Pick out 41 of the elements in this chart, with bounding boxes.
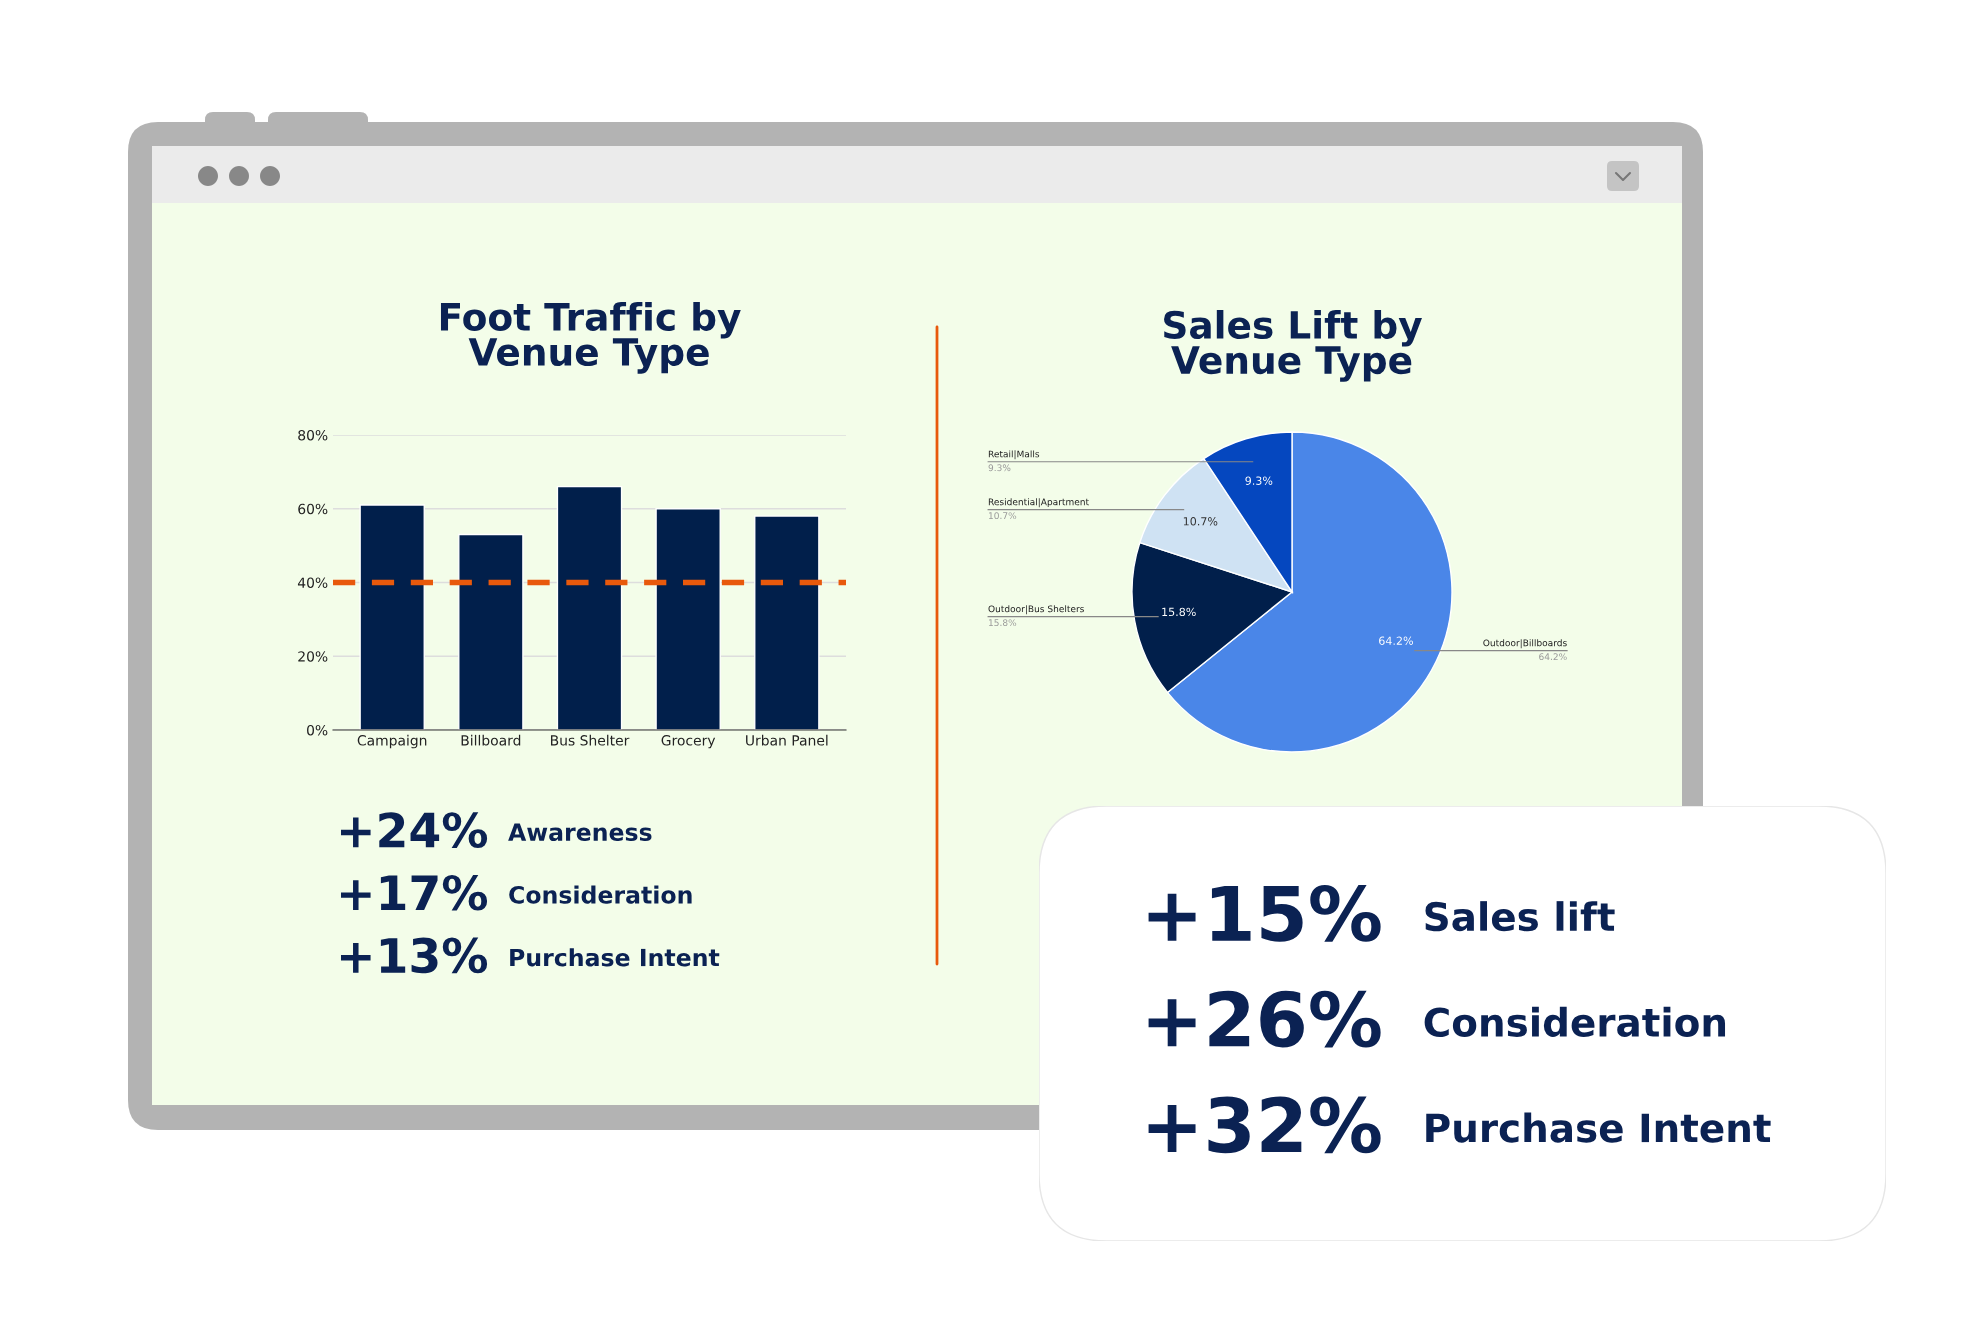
bar: [359, 504, 425, 730]
slice-label: Retail|Malls: [988, 450, 1040, 460]
data-label: 64.2%: [1379, 636, 1413, 645]
text: +15%: [1148, 885, 1381, 942]
text: +26%: [1148, 990, 1381, 1048]
text: Sales lift: [1425, 901, 1615, 932]
y-tick-label: 60%: [298, 503, 328, 515]
text: 15.8%: [988, 619, 1017, 627]
text: 10.7%: [988, 512, 1017, 520]
x-tick-label: Bus Shelter: [551, 734, 630, 746]
text: 64.2%: [1539, 653, 1567, 661]
y-tick-label: 40%: [297, 577, 328, 588]
x-tick-label: Urban Panel: [746, 734, 828, 746]
data-label: 9.3%: [1245, 476, 1273, 485]
x-tick-label: Grocery: [661, 735, 716, 749]
slice-label: Outdoor|Bus Shelters: [988, 605, 1084, 615]
text: Awareness: [508, 823, 652, 842]
x-tick-label: Campaign: [357, 734, 427, 749]
text: +24%: [341, 812, 488, 848]
text: Consideration: [1424, 1006, 1726, 1037]
bar: [754, 515, 820, 730]
text: Purchase Intent: [1426, 1112, 1771, 1143]
text: Purchase Intent: [510, 948, 720, 967]
x-tick-label: Billboard: [461, 734, 521, 746]
text: +32%: [1148, 1096, 1381, 1154]
slice-label: Residential|Apartment: [988, 498, 1089, 508]
data-label: 10.7%: [1183, 517, 1218, 526]
bar: [556, 485, 623, 730]
y-tick-label: 0%: [307, 724, 328, 736]
bar: [655, 508, 721, 730]
text: 9.3%: [988, 464, 1011, 472]
y-tick-label: 80%: [298, 429, 328, 441]
chart-title: Foot Traffic by Venue Type: [440, 301, 741, 374]
y-tick-label: 20%: [298, 651, 328, 662]
chart-title: Sales Lift by Venue Type: [1164, 310, 1422, 382]
text: +17%: [341, 874, 488, 911]
data-label: 15.8%: [1162, 607, 1196, 617]
bar: [458, 533, 524, 730]
text: Consideration: [509, 885, 692, 904]
text: +13%: [341, 937, 488, 974]
slice-label: Outdoor|Billboards: [1483, 639, 1567, 649]
